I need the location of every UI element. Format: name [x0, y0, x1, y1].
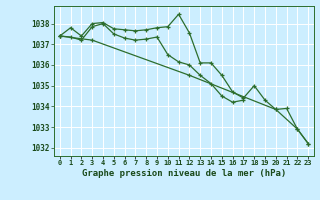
- X-axis label: Graphe pression niveau de la mer (hPa): Graphe pression niveau de la mer (hPa): [82, 169, 286, 178]
